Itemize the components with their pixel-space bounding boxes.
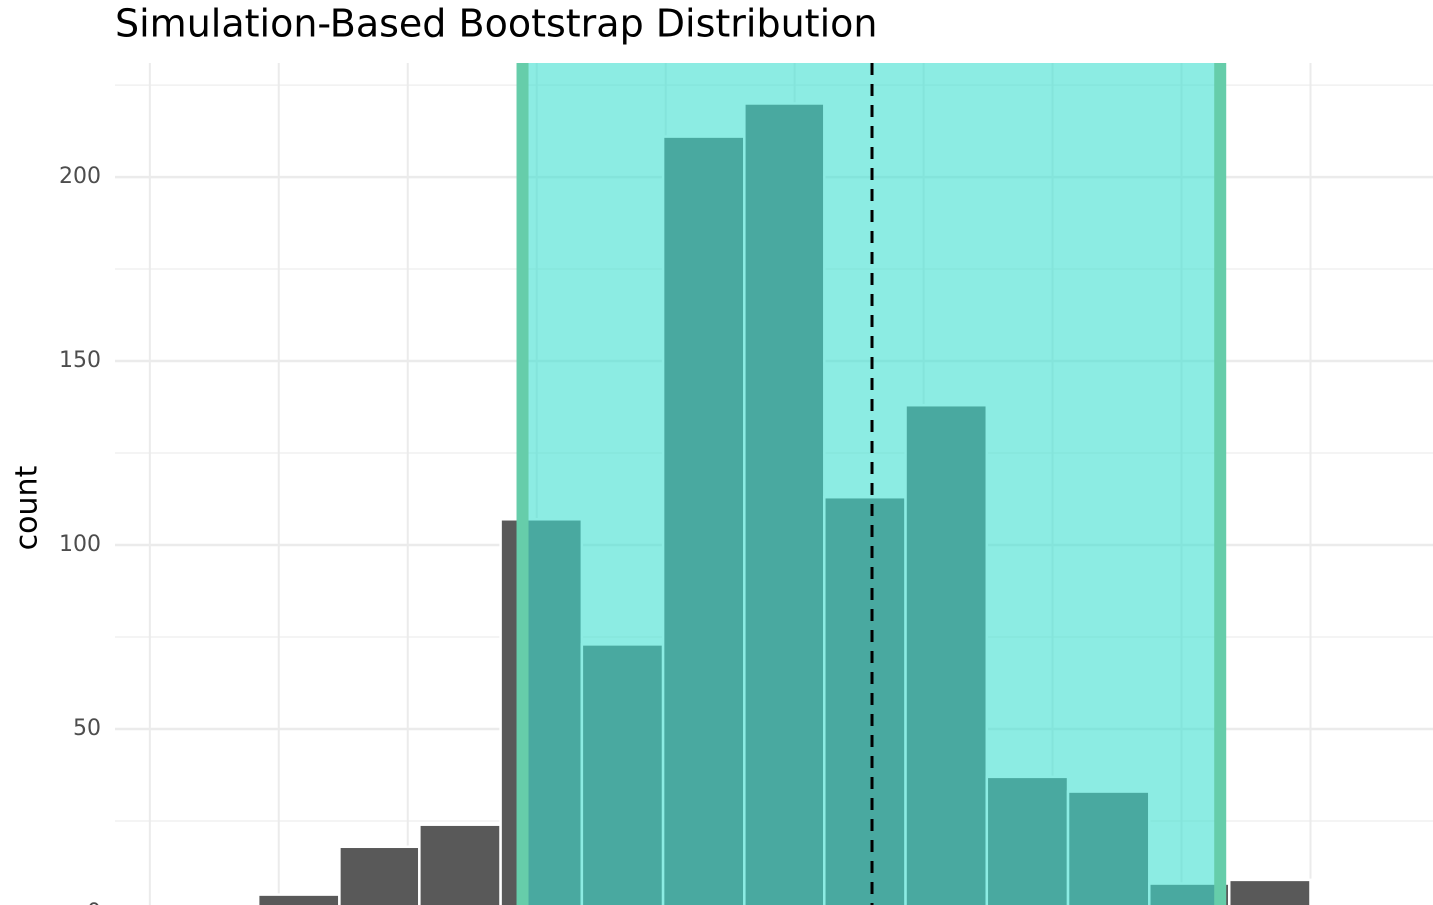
y-tick-label: 50 bbox=[73, 716, 101, 741]
chart-title: Simulation-Based Bootstrap Distribution bbox=[115, 2, 877, 46]
y-tick-label: 200 bbox=[59, 164, 101, 189]
y-tick-label: 100 bbox=[59, 532, 101, 557]
y-tick-label: 150 bbox=[59, 348, 101, 373]
y-axis-label: count bbox=[10, 465, 45, 550]
bar bbox=[256, 893, 341, 905]
bar bbox=[338, 845, 421, 905]
bar bbox=[1227, 878, 1312, 905]
y-tick-label: 0 bbox=[87, 900, 101, 905]
bar bbox=[418, 823, 502, 905]
